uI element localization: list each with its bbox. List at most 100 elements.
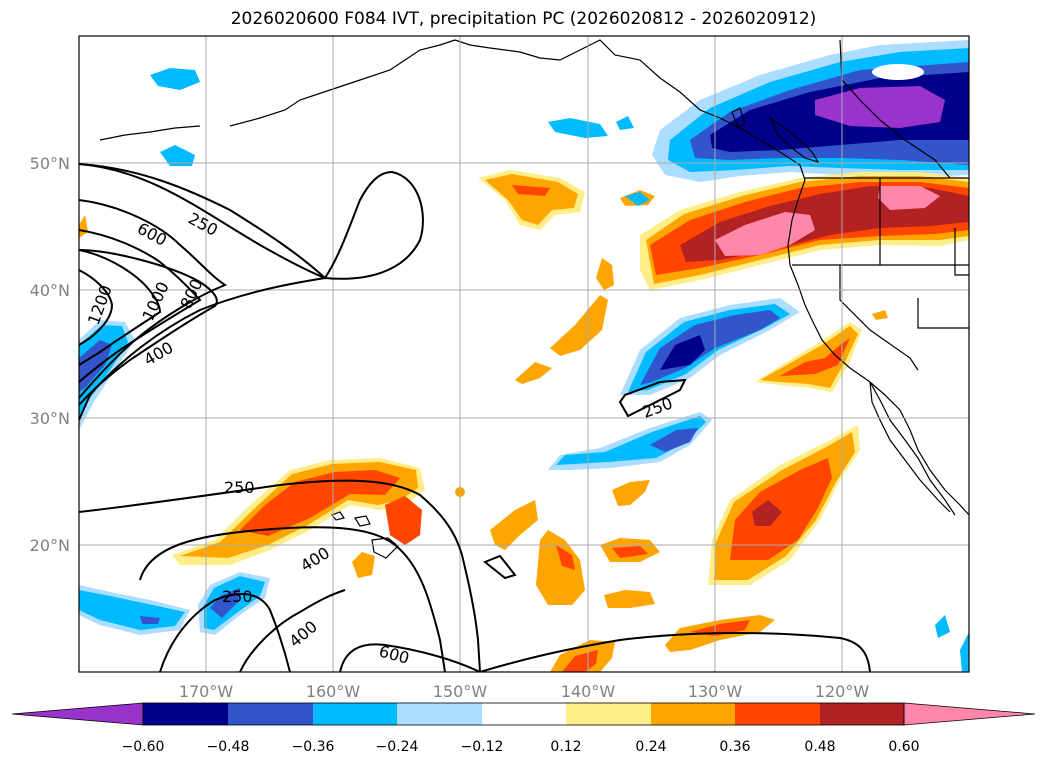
contour-250-ca [618,378,687,418]
state-border-2 [839,265,919,371]
state-border-3 [917,298,969,329]
ivt-contours [79,163,871,672]
colorbar-swatch [143,703,228,725]
map-frame [78,35,970,673]
gridlines [79,36,969,672]
colorbar-tick-label: 0.48 [804,739,835,755]
colorbar-tick-label: 0.24 [635,739,666,755]
colorbar-swatch [228,703,313,725]
colorbar: −0.60 −0.48 −0.36 −0.24 −0.12 0.12 0.24 … [11,702,1036,755]
coastlines [99,39,969,559]
shade-sc-redorange [780,338,850,376]
shade-bc-white [872,64,924,80]
contour-label: 1200 [84,283,116,328]
shade-p6-red [556,545,575,570]
shade-p5 [490,500,538,550]
vancouver-island [768,116,820,164]
shade-p3 [515,362,552,384]
contour-1200 [79,269,114,346]
shade-pnw-pink-2 [878,186,940,210]
shade-n6 [935,615,950,638]
shade-hw-east [385,496,422,545]
contour-label: 600 [377,642,411,668]
shade-n5 [625,192,650,206]
lon-tick-label: 120°W [815,682,870,701]
hawaii-island-1 [331,511,345,521]
contour-small-loop [483,554,517,580]
colorbar-tick-label: 0.12 [550,739,581,755]
shade-p4 [596,258,614,290]
shade-w-blue [79,340,112,392]
shade-cp-blue [650,428,698,452]
colorbar-tick-label: 0.36 [719,739,750,755]
baja-west [869,381,951,513]
shade-baja-darkred [752,500,782,526]
contour-800 [79,229,202,383]
contour-400-low [159,593,291,672]
shade-p16 [79,215,88,238]
contour-250-outer [79,163,424,280]
colorbar-swatch [397,703,482,725]
contour-600-south [339,643,481,672]
shade-p7-red [612,546,648,558]
shade-p11-red [562,650,598,672]
shade-p6 [536,530,585,605]
contour-labels: 250 600 1200 1000 800 400 250 250 400 25… [84,209,675,668]
shade-n3 [548,118,608,138]
lon-tick-labels: 170°W 160°W 150°W 140°W 130°W 120°W [179,682,870,701]
contour-label: 250 [222,587,253,606]
shade-baja-redorange [730,458,832,560]
colorbar-swatch [566,703,651,725]
contour-label: 250 [224,478,255,497]
lon-tick-label: 170°W [179,682,234,701]
colorbar-extend-low [11,702,144,726]
lat-tick-label: 40°N [30,281,70,300]
contour-250-south [79,479,481,672]
shade-n2 [160,145,195,166]
contour-label: 400 [285,617,321,651]
shade-n7 [960,632,969,672]
shade-pnw-pink [715,212,815,256]
colorbar-frame [142,702,905,726]
shade-n1 [150,68,200,90]
lat-tick-label: 20°N [30,536,70,555]
shade-sc-orange [760,326,858,388]
shade-p12 [352,552,375,578]
shade-ca-blue [640,310,780,385]
north-coast [454,39,806,181]
contour-loop-south [479,632,871,672]
shade-n4 [616,116,634,130]
colorbar-swatch [313,703,397,725]
colorbar-swatch [482,703,566,725]
lon-tick-label: 130°W [688,682,743,701]
lat-tick-label: 50°N [30,154,70,173]
colorbar-tick-label: −0.12 [461,739,504,755]
contour-label: 250 [185,209,221,240]
colorbar-tick-label: 0.60 [888,739,919,755]
shade-sw-blue [140,616,160,624]
shade-p2 [550,295,608,356]
shade-p1-red [512,185,550,196]
lat-tick-labels: 50°N 40°N 30°N 20°N [30,154,70,555]
colorbar-swatch [820,703,904,725]
colorbar-tick-label: −0.60 [122,739,165,755]
haida-gwaii [731,107,746,129]
shade-p15 [872,310,888,320]
shade-ca-navy [660,335,705,370]
shade-p8 [612,480,650,506]
shade-cp-cyan [556,416,706,465]
contour-600 [79,199,228,399]
contour-400-south [139,526,446,672]
colorbar-swatch [651,703,735,725]
shade-sw-cyan [79,590,185,630]
contour-1000 [79,249,162,366]
colorbar-tick-label: −0.36 [292,739,335,755]
lon-tick-label: 160°W [306,682,361,701]
lon-tick-label: 150°W [433,682,488,701]
colorbar-tick-label: −0.24 [376,739,419,755]
hawaii-island-3 [371,537,399,559]
map-title: 2026020600 F084 IVT, precipitation PC (2… [230,9,817,29]
contour-400-west [79,249,218,406]
baja [869,381,956,516]
